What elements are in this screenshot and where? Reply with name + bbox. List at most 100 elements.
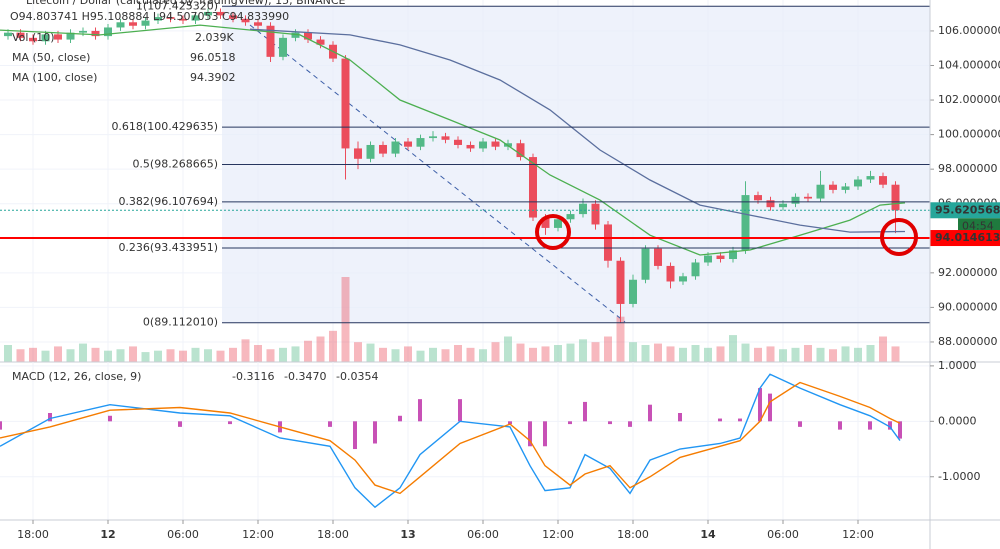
histogram-bar <box>398 415 402 422</box>
macd-line <box>0 381 901 495</box>
x-tick-label: 12:00 <box>542 528 574 541</box>
histogram-bar <box>178 421 182 427</box>
histogram-bar <box>798 421 802 427</box>
countdown-tag <box>958 218 1000 234</box>
candle-body <box>16 32 25 38</box>
fib-label: 0.236(93.433951) <box>118 241 218 254</box>
volume-bar <box>454 345 462 362</box>
candle-body <box>104 27 112 37</box>
histogram-bar <box>768 393 772 422</box>
fib-trendline <box>249 24 626 323</box>
volume-bar <box>341 277 350 362</box>
histogram-bar <box>458 399 462 422</box>
histogram-bar <box>568 421 572 425</box>
volume-bar <box>729 335 737 362</box>
candle-body <box>641 248 650 280</box>
histogram-bar <box>648 404 652 422</box>
x-tick-label: 13 <box>400 528 415 541</box>
volume-bar <box>216 350 225 362</box>
volume-bar <box>204 349 212 362</box>
candle-body <box>804 196 812 199</box>
volume-bar <box>754 347 762 362</box>
candle-body <box>666 265 675 282</box>
candle-body <box>166 17 175 19</box>
volume-bar <box>629 342 637 362</box>
legend-label: MA (50, close) <box>12 51 90 64</box>
volume-bar <box>104 350 112 362</box>
volume-bar <box>379 347 387 362</box>
candle-body <box>391 141 400 154</box>
volume-bar <box>791 347 800 362</box>
volume-bar <box>154 350 162 362</box>
candle-body <box>154 17 162 21</box>
volume-bar <box>566 343 575 362</box>
candle-body <box>216 11 225 16</box>
candle-body <box>879 176 887 185</box>
candle-body <box>441 136 450 140</box>
candle-body <box>591 203 600 225</box>
volume-bar <box>79 343 87 362</box>
volume-bar <box>579 339 587 362</box>
candle-body <box>91 30 100 37</box>
annotation-circle <box>535 214 571 250</box>
countdown: 04:54 <box>962 219 994 232</box>
legend-value: -0.3116 <box>232 370 274 383</box>
volume-bar <box>516 343 525 362</box>
histogram-bar <box>758 388 762 422</box>
y-tick-label: 98.000000 <box>938 162 998 175</box>
macd-line <box>0 373 901 509</box>
fib-label: 0(89.112010) <box>143 316 218 329</box>
candle-body <box>179 18 187 21</box>
legend-value: 96.0518 <box>190 51 236 64</box>
candle-body <box>654 248 662 266</box>
volume-bar <box>479 349 487 362</box>
histogram-bar <box>353 421 357 450</box>
legend-value: 2.039K <box>195 31 234 44</box>
ohlc-legend: O94.803741 H95.108884 L94.507053 C94.833… <box>10 10 289 23</box>
candle-body <box>229 15 237 19</box>
histogram-bar <box>108 415 112 422</box>
volume-bar <box>16 349 25 362</box>
candle-body <box>679 276 687 282</box>
volume-bar <box>391 349 400 362</box>
volume-bar <box>229 347 237 362</box>
volume-bar <box>554 345 562 362</box>
candle-body <box>491 141 500 147</box>
histogram-bar <box>583 401 587 422</box>
histogram-bar <box>48 413 52 422</box>
candle-body <box>191 15 200 21</box>
x-tick-label: 18:00 <box>17 528 49 541</box>
fib-label: 0.382(96.107694) <box>118 195 218 208</box>
volume-bar <box>266 349 275 362</box>
candle-body <box>854 179 862 187</box>
price-tag <box>930 202 1000 219</box>
candle-body <box>566 214 575 220</box>
volume-bar <box>404 346 412 362</box>
moving-average <box>0 24 906 256</box>
histogram-bar <box>508 421 512 425</box>
volume-bar <box>41 350 50 362</box>
price-tag-label: 95.620568 <box>935 203 1000 216</box>
x-tick-label: 06:00 <box>467 528 499 541</box>
chart-title: Litecoin / Dollar (calculated by Trading… <box>26 0 346 7</box>
y-tick-label: 92.000000 <box>938 266 998 279</box>
histogram-bar <box>373 421 377 444</box>
volume-bar <box>541 346 550 362</box>
volume-bar <box>766 346 775 362</box>
x-tick-label: 12:00 <box>842 528 874 541</box>
candle-body <box>479 141 487 149</box>
candle-body <box>616 260 625 304</box>
candle-body <box>379 144 387 154</box>
volume-bar <box>616 316 625 362</box>
volume-bar <box>804 345 812 362</box>
volume-bar <box>841 346 850 362</box>
volume-bar <box>354 342 362 362</box>
histogram-bar <box>738 418 742 422</box>
histogram-bar <box>228 421 232 425</box>
x-tick-label: 12:00 <box>242 528 274 541</box>
candle-body <box>54 34 62 40</box>
annotation-circle <box>880 218 918 256</box>
candle-body <box>541 217 550 228</box>
volume-bar <box>641 345 650 362</box>
candle-body <box>204 11 212 16</box>
